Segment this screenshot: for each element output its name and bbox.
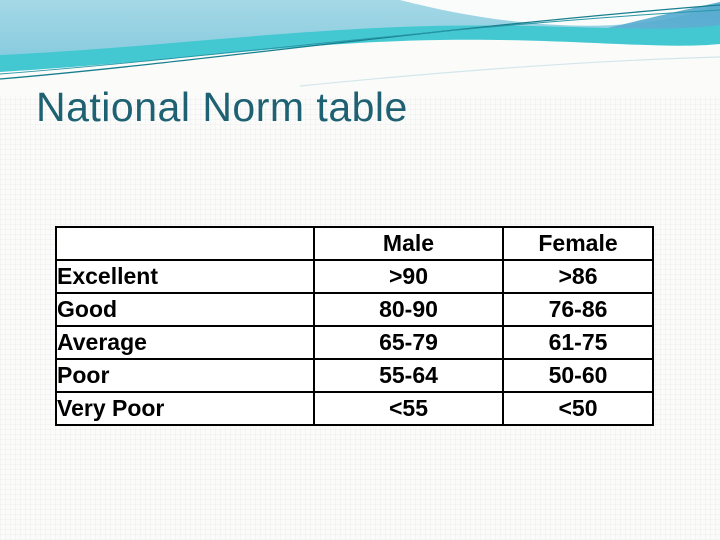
national-norm-table: Male Female Excellent >90 >86 Good 80-90…	[55, 226, 654, 426]
row-label: Average	[55, 325, 315, 360]
female-value: 76-86	[502, 292, 654, 327]
row-label: Excellent	[55, 259, 315, 294]
header-bottom-white	[0, 39, 720, 96]
table-row: Poor 55-64 50-60	[55, 358, 654, 393]
header-white-top-swoosh	[400, 0, 720, 26]
header-thin-line-2	[0, 9, 720, 75]
header-cell-female: Female	[502, 226, 654, 261]
header-faint-line	[299, 56, 720, 87]
row-label: Poor	[55, 358, 315, 393]
table-row: Excellent >90 >86	[55, 259, 654, 294]
table-row: Good 80-90 76-86	[55, 292, 654, 327]
male-value: >90	[313, 259, 504, 294]
wave-header-graphic	[0, 0, 720, 96]
male-value: 65-79	[313, 325, 504, 360]
header-cell-blank	[55, 226, 315, 261]
row-label: Good	[55, 292, 315, 327]
table-header-row: Male Female	[55, 226, 654, 261]
male-value: 55-64	[313, 358, 504, 393]
female-value: >86	[502, 259, 654, 294]
female-value: 50-60	[502, 358, 654, 393]
female-value: <50	[502, 391, 654, 426]
female-value: 61-75	[502, 325, 654, 360]
page-title: National Norm table	[36, 84, 408, 130]
table-row: Average 65-79 61-75	[55, 325, 654, 360]
male-value: 80-90	[313, 292, 504, 327]
row-label: Very Poor	[55, 391, 315, 426]
header-thin-line-1	[0, 4, 720, 80]
header-cell-male: Male	[313, 226, 504, 261]
table-row: Very Poor <55 <50	[55, 391, 654, 426]
male-value: <55	[313, 391, 504, 426]
